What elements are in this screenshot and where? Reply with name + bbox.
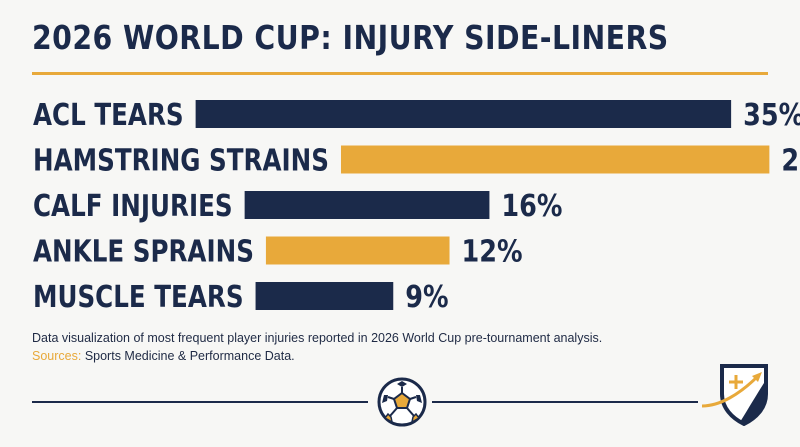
caption-sources: Sources: Sports Medicine & Performance D…: [32, 347, 602, 365]
value-label: 12%: [462, 235, 523, 270]
category-label: CALF INJURIES: [33, 189, 233, 224]
value-label: 28%: [781, 144, 800, 179]
medical-shield-icon: [701, 364, 768, 426]
footer-divider-right: [432, 401, 698, 403]
caption: Data visualization of most frequent play…: [32, 329, 602, 365]
bar: [255, 282, 394, 310]
bar: [195, 100, 732, 128]
value-label: 35%: [743, 98, 800, 133]
bar: [265, 236, 450, 265]
category-label: ANKLE SPRAINS: [33, 235, 254, 270]
value-label: 9%: [405, 280, 448, 315]
sources-label: Sources:: [32, 349, 82, 363]
category-label: HAMSTRING STRAINS: [33, 144, 329, 179]
chart-title: 2026 WORLD CUP: INJURY SIDE-LINERS: [32, 18, 669, 57]
sources-text: Sports Medicine & Performance Data.: [81, 349, 295, 363]
category-label: MUSCLE TEARS: [33, 280, 244, 315]
bar: [340, 145, 770, 174]
bar-chart: ACL TEARS 35% HAMSTRING STRAINS 28% CALF INJ…: [33, 98, 800, 315]
footer-divider-left: [32, 401, 368, 403]
caption-description: Data visualization of most frequent play…: [32, 331, 603, 345]
category-label: ACL TEARS: [33, 98, 184, 133]
value-label: 16%: [501, 189, 562, 224]
soccer-ball-icon: [377, 377, 427, 427]
title-divider: [32, 72, 768, 75]
bar: [244, 191, 490, 219]
